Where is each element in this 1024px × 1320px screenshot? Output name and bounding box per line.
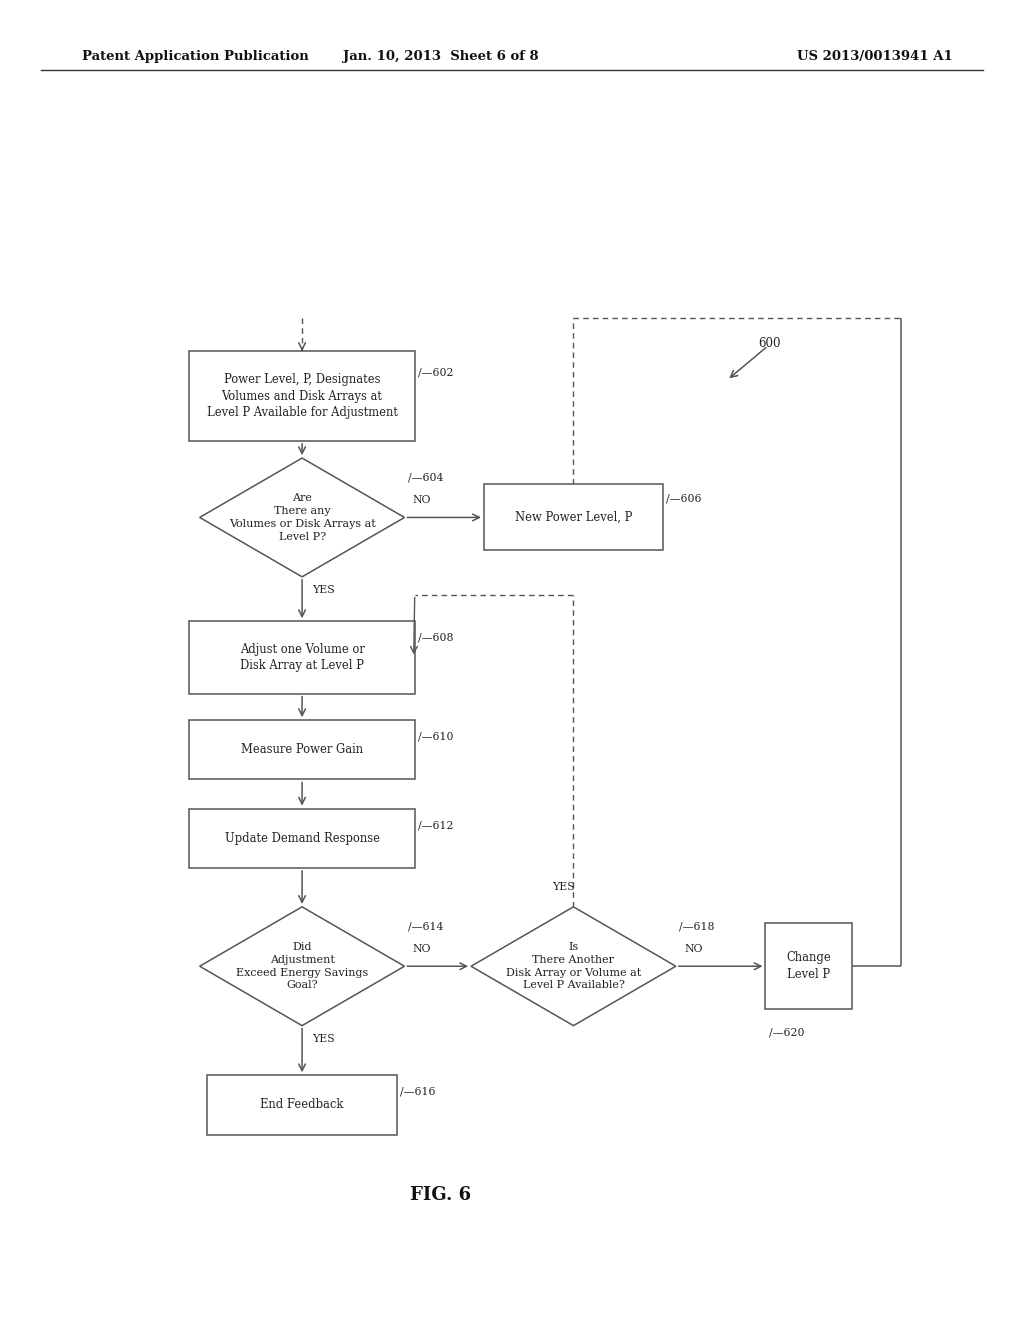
Polygon shape xyxy=(471,907,676,1026)
Text: 600: 600 xyxy=(758,337,780,350)
Text: Are
There any
Volumes or Disk Arrays at
Level P?: Are There any Volumes or Disk Arrays at … xyxy=(228,494,376,541)
Text: /—616: /—616 xyxy=(399,1086,435,1097)
Polygon shape xyxy=(200,458,404,577)
Text: FIG. 6: FIG. 6 xyxy=(410,1185,471,1204)
FancyBboxPatch shape xyxy=(207,1074,396,1134)
Text: Did
Adjustment
Exceed Energy Savings
Goal?: Did Adjustment Exceed Energy Savings Goa… xyxy=(236,942,369,990)
Text: YES: YES xyxy=(552,882,574,892)
FancyBboxPatch shape xyxy=(189,351,415,441)
Text: Power Level, P, Designates
Volumes and Disk Arrays at
Level P Available for Adju: Power Level, P, Designates Volumes and D… xyxy=(207,374,397,418)
Text: Measure Power Gain: Measure Power Gain xyxy=(241,743,364,756)
FancyBboxPatch shape xyxy=(766,924,852,1008)
Text: End Feedback: End Feedback xyxy=(260,1098,344,1111)
Text: Change
Level P: Change Level P xyxy=(786,952,831,981)
Text: /—620: /—620 xyxy=(768,1028,804,1038)
Text: /—604: /—604 xyxy=(408,473,443,483)
Text: NO: NO xyxy=(413,944,431,954)
Text: Is
There Another
Disk Array or Volume at
Level P Available?: Is There Another Disk Array or Volume at… xyxy=(506,942,641,990)
Text: /—606: /—606 xyxy=(667,494,701,504)
Text: /—610: /—610 xyxy=(418,731,454,742)
Text: Patent Application Publication: Patent Application Publication xyxy=(82,50,308,63)
FancyBboxPatch shape xyxy=(484,484,664,550)
Text: /—602: /—602 xyxy=(418,367,454,378)
Text: /—608: /—608 xyxy=(418,632,454,643)
Text: Update Demand Response: Update Demand Response xyxy=(224,832,380,845)
Text: /—612: /—612 xyxy=(418,820,454,830)
Text: New Power Level, P: New Power Level, P xyxy=(515,511,632,524)
Text: NO: NO xyxy=(413,495,431,506)
Text: YES: YES xyxy=(312,585,335,595)
FancyBboxPatch shape xyxy=(189,622,415,694)
Text: NO: NO xyxy=(684,944,702,954)
Text: /—614: /—614 xyxy=(408,921,443,932)
Text: Jan. 10, 2013  Sheet 6 of 8: Jan. 10, 2013 Sheet 6 of 8 xyxy=(342,50,539,63)
FancyBboxPatch shape xyxy=(189,721,415,779)
Text: Adjust one Volume or
Disk Array at Level P: Adjust one Volume or Disk Array at Level… xyxy=(240,643,365,672)
Polygon shape xyxy=(200,907,404,1026)
Text: YES: YES xyxy=(312,1034,335,1044)
Text: /—618: /—618 xyxy=(679,921,715,932)
Text: US 2013/0013941 A1: US 2013/0013941 A1 xyxy=(797,50,952,63)
FancyBboxPatch shape xyxy=(189,808,415,869)
